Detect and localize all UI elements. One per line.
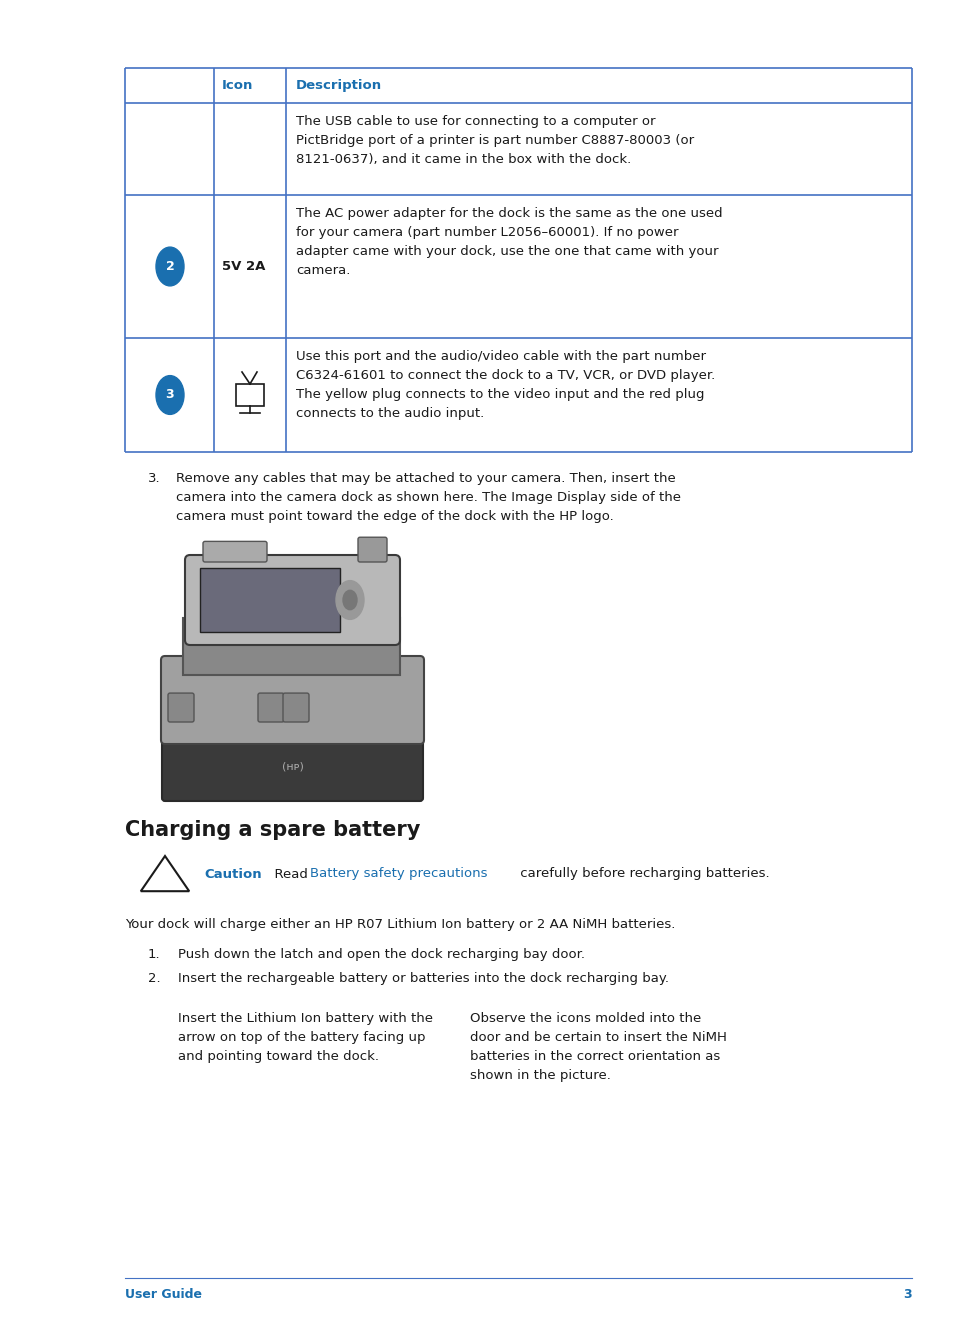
Text: 2: 2 xyxy=(166,260,174,273)
Text: Insert the Lithium Ion battery with the
arrow on top of the battery facing up
an: Insert the Lithium Ion battery with the … xyxy=(178,1012,433,1063)
Ellipse shape xyxy=(156,247,184,285)
FancyBboxPatch shape xyxy=(183,618,399,675)
Ellipse shape xyxy=(343,590,356,610)
Text: User Guide: User Guide xyxy=(125,1288,202,1301)
Text: 5V 2A: 5V 2A xyxy=(222,260,265,273)
Text: 3: 3 xyxy=(902,1288,911,1301)
FancyBboxPatch shape xyxy=(162,732,422,801)
Text: Observe the icons molded into the
door and be certain to insert the NiMH
batteri: Observe the icons molded into the door a… xyxy=(470,1012,726,1082)
FancyBboxPatch shape xyxy=(161,657,423,744)
Text: The AC power adapter for the dock is the same as the one used
for your camera (p: The AC power adapter for the dock is the… xyxy=(295,207,721,277)
FancyBboxPatch shape xyxy=(283,694,309,723)
Text: Icon: Icon xyxy=(222,79,253,92)
Text: Description: Description xyxy=(295,79,382,92)
Text: Push down the latch and open the dock recharging bay door.: Push down the latch and open the dock re… xyxy=(178,948,584,960)
Text: The USB cable to use for connecting to a computer or
PictBridge port of a printe: The USB cable to use for connecting to a… xyxy=(295,115,694,166)
FancyBboxPatch shape xyxy=(185,555,399,645)
Text: Charging a spare battery: Charging a spare battery xyxy=(125,820,420,840)
Text: Remove any cables that may be attached to your camera. Then, insert the
camera i: Remove any cables that may be attached t… xyxy=(175,472,680,523)
Text: (ʜᴘ): (ʜᴘ) xyxy=(281,761,303,771)
Text: 1.: 1. xyxy=(148,948,160,960)
Text: Read: Read xyxy=(266,868,312,881)
Text: carefully before recharging batteries.: carefully before recharging batteries. xyxy=(516,868,769,881)
FancyBboxPatch shape xyxy=(168,694,193,723)
Text: 2.: 2. xyxy=(148,972,160,985)
Text: Battery safety precautions: Battery safety precautions xyxy=(310,868,487,881)
Text: Caution: Caution xyxy=(204,868,261,881)
FancyBboxPatch shape xyxy=(257,694,284,723)
Ellipse shape xyxy=(156,375,184,415)
FancyBboxPatch shape xyxy=(203,542,267,561)
Ellipse shape xyxy=(335,581,364,620)
Text: Insert the rechargeable battery or batteries into the dock recharging bay.: Insert the rechargeable battery or batte… xyxy=(178,972,668,985)
FancyBboxPatch shape xyxy=(200,568,339,631)
FancyBboxPatch shape xyxy=(357,538,387,561)
Text: Use this port and the audio/video cable with the part number
C6324-61601 to conn: Use this port and the audio/video cable … xyxy=(295,350,715,420)
Text: 3.: 3. xyxy=(148,472,160,485)
Text: Your dock will charge either an HP R07 Lithium Ion battery or 2 AA NiMH batterie: Your dock will charge either an HP R07 L… xyxy=(125,918,675,931)
Text: 3: 3 xyxy=(166,388,174,402)
